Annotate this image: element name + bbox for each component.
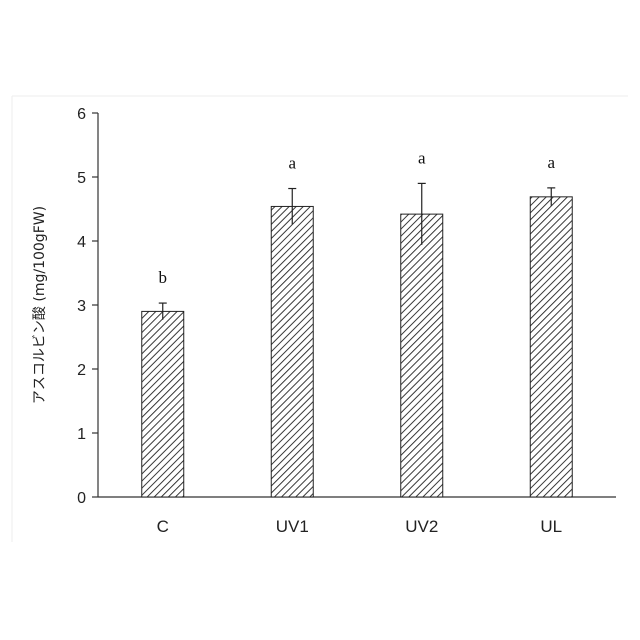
y-tick-label: 2 <box>77 362 86 379</box>
bar-c <box>142 311 184 497</box>
y-tick-label: 3 <box>77 298 86 315</box>
x-tick-labels: C UV1 UV2 UL <box>157 517 563 536</box>
x-tick-label-uv1: UV1 <box>276 517 309 536</box>
significance-label-ul: a <box>547 153 555 172</box>
y-ticks: 0 1 2 3 4 5 6 <box>77 106 98 507</box>
error-bars <box>159 183 556 319</box>
x-tick-label-uv2: UV2 <box>405 517 438 536</box>
significance-labels: b a a a <box>159 148 556 287</box>
y-tick-label: 6 <box>77 106 86 123</box>
bars <box>142 197 573 497</box>
bar-ul <box>530 197 572 497</box>
significance-label-uv2: a <box>418 148 426 167</box>
y-axis-title: アスコルビン酸 (mg/100gFW) <box>32 206 48 404</box>
y-tick-label: 5 <box>77 170 86 187</box>
y-tick-label: 4 <box>77 234 86 251</box>
y-tick-label: 1 <box>77 426 86 443</box>
significance-label-c: b <box>159 268 168 287</box>
x-tick-label-c: C <box>157 517 169 536</box>
y-tick-label: 0 <box>77 490 86 507</box>
bar-uv1 <box>271 206 313 497</box>
significance-label-uv1: a <box>288 154 296 173</box>
bar-uv2 <box>401 214 443 497</box>
x-tick-label-ul: UL <box>540 517 562 536</box>
